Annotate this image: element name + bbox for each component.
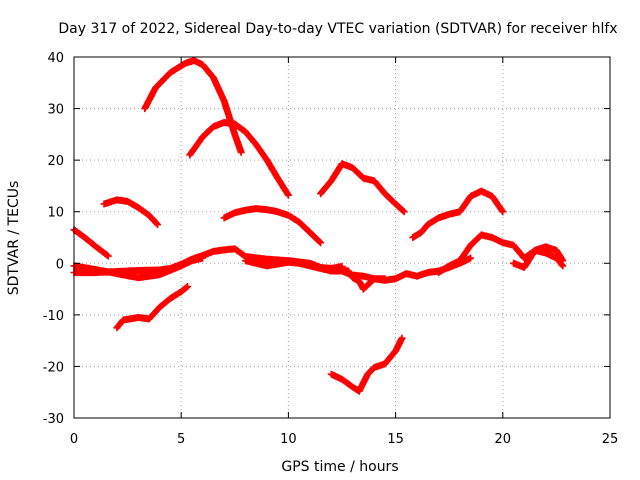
y-tick-label: 10 (47, 206, 64, 221)
y-tick-label: 20 (47, 154, 64, 169)
x-tick-label: 20 (495, 432, 512, 447)
data-point-markers (70, 226, 112, 260)
data-point-markers (141, 57, 245, 156)
chart-title: Day 317 of 2022, Sidereal Day-to-day VTE… (58, 21, 617, 37)
x-tick-label: 0 (70, 432, 78, 447)
x-tick-label: 15 (387, 432, 404, 447)
series-arc-02 (70, 245, 346, 277)
series-arc-03 (70, 226, 112, 260)
y-tick-label: 40 (47, 51, 64, 66)
series-arc-10 (334, 264, 389, 293)
y-tick-label: -20 (43, 360, 64, 375)
y-tick-label: 0 (56, 257, 64, 272)
y-tick-label: -10 (43, 309, 64, 324)
y-axis-label: SDTVAR / TECUs (6, 181, 22, 296)
data-point-markers (113, 283, 192, 332)
series-arc-11 (317, 160, 408, 216)
series-arc-15 (510, 243, 567, 271)
data-point-markers (70, 245, 346, 277)
series-arc-12 (327, 334, 406, 395)
data-point-markers (327, 334, 406, 395)
series-arc-13 (409, 187, 507, 241)
x-tick-label: 10 (280, 432, 297, 447)
plot-frame (73, 56, 611, 419)
x-axis-label: GPS time / hours (281, 459, 398, 475)
x-tick-label: 5 (177, 432, 185, 447)
data-point-markers (334, 264, 389, 293)
series-arc-14 (435, 231, 567, 277)
y-tick-label: 30 (47, 103, 64, 118)
series-arc-07 (186, 119, 292, 199)
data-point-markers (409, 187, 507, 241)
grid (74, 57, 610, 418)
data-point-markers (186, 119, 292, 199)
x-tick-label: 25 (602, 432, 619, 447)
series-arc-05 (113, 283, 192, 332)
series-arc-04 (100, 196, 162, 229)
data-point-markers (100, 196, 162, 229)
axis-ticks: 0 5 10 15 20 25 -30 -20 -10 0 10 20 30 40 (43, 51, 619, 447)
data-point-markers (435, 231, 567, 277)
data-points (70, 57, 567, 395)
series-arc-08 (220, 205, 325, 247)
data-point-markers (510, 243, 567, 271)
data-point-markers (220, 205, 325, 247)
y-tick-label: -30 (43, 412, 64, 427)
series-arc-06 (141, 57, 245, 156)
data-point-markers (317, 160, 408, 216)
